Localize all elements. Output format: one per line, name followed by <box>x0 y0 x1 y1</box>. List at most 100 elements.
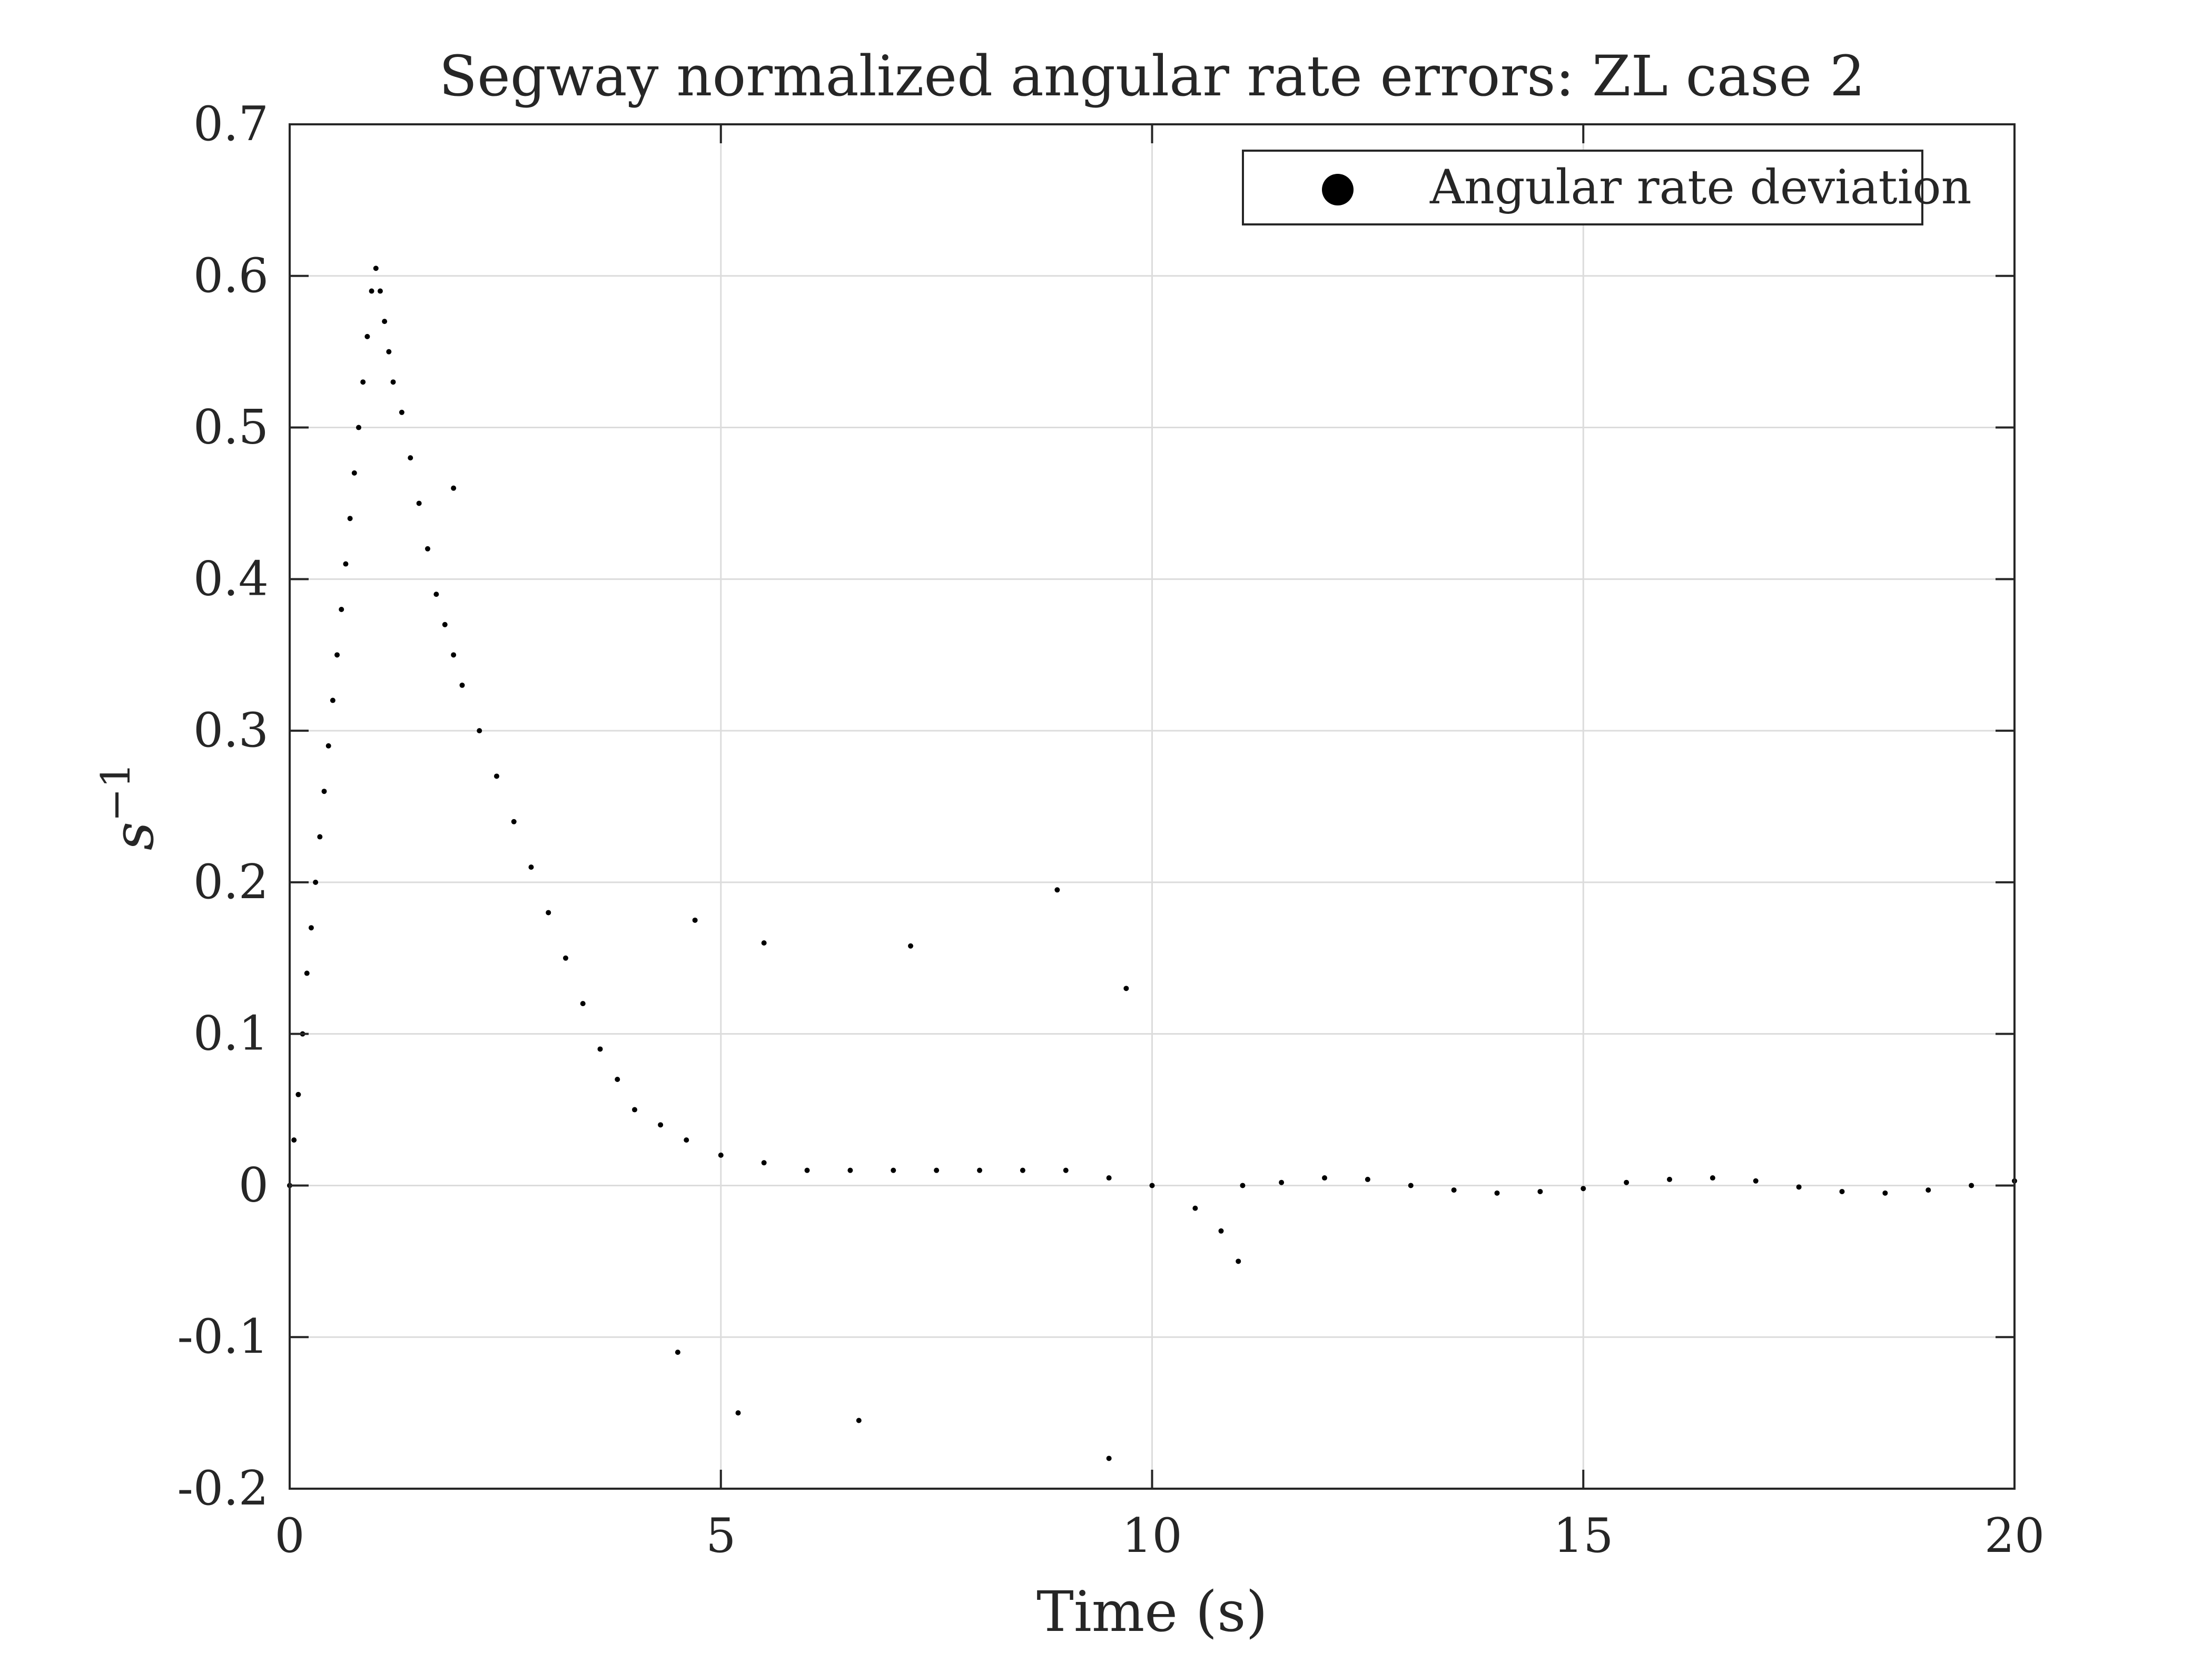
x-tick-label: 15 <box>1553 1508 1614 1563</box>
data-point <box>597 1046 603 1052</box>
data-point <box>442 622 448 627</box>
data-point <box>891 1167 896 1173</box>
y-tick-label: 0.6 <box>193 248 269 303</box>
x-tick-label: 5 <box>706 1508 736 1563</box>
data-point <box>1969 1183 1974 1188</box>
data-point <box>1106 1456 1112 1461</box>
data-point <box>416 500 422 506</box>
data-point <box>1581 1186 1586 1192</box>
x-tick-label: 10 <box>1122 1508 1182 1563</box>
data-point <box>399 409 404 415</box>
y-tick-label: 0 <box>239 1157 269 1213</box>
data-point <box>330 697 335 703</box>
data-point <box>334 652 340 658</box>
data-point <box>1882 1190 1888 1196</box>
data-point <box>1192 1205 1198 1211</box>
chart-title: Segway normalized angular rate errors: Z… <box>439 44 1865 109</box>
data-point <box>735 1410 741 1416</box>
grid-lines <box>290 124 2014 1489</box>
data-point <box>1218 1228 1224 1234</box>
x-tick-labels: 0 5 10 15 20 <box>274 1508 2045 1563</box>
data-point <box>1106 1175 1112 1181</box>
data-point <box>356 425 361 430</box>
data-point <box>1537 1188 1543 1194</box>
data-point <box>718 1152 724 1158</box>
data-point <box>295 1091 301 1097</box>
data-point <box>1408 1183 1414 1188</box>
data-point <box>304 970 310 976</box>
data-point <box>563 955 568 961</box>
data-point <box>1063 1167 1069 1173</box>
data-point <box>761 1160 767 1166</box>
data-point <box>632 1107 637 1113</box>
data-point <box>390 379 396 385</box>
data-point <box>804 1167 810 1173</box>
data-point <box>1054 887 1060 893</box>
data-point <box>511 819 517 824</box>
data-point <box>386 349 392 355</box>
data-point <box>1279 1179 1285 1185</box>
data-point <box>1451 1187 1457 1193</box>
data-point <box>546 910 551 916</box>
data-point <box>494 773 499 779</box>
y-tick-label: 0.4 <box>193 551 269 606</box>
data-point <box>580 1001 586 1007</box>
data-point <box>1667 1176 1672 1182</box>
data-point <box>977 1167 982 1173</box>
data-point <box>382 319 388 324</box>
data-point <box>351 470 357 476</box>
data-point <box>451 485 457 491</box>
data-point <box>360 379 366 385</box>
legend: Angular rate deviation <box>1242 150 1972 225</box>
svg-text:s−1: s−1 <box>92 763 166 850</box>
data-point <box>1236 1258 1241 1264</box>
x-axis-label: Time (s) <box>1036 1579 1268 1644</box>
data-point <box>675 1350 680 1355</box>
data-point <box>291 1137 297 1143</box>
data-point <box>339 606 344 612</box>
data-point <box>692 917 698 923</box>
data-point <box>761 940 767 946</box>
x-tick-label: 0 <box>274 1508 304 1563</box>
data-points <box>287 265 2017 1461</box>
data-point <box>408 455 413 461</box>
data-point <box>934 1167 940 1173</box>
data-point <box>615 1077 620 1082</box>
y-tick-label: 0.2 <box>193 854 269 910</box>
y-axis-label-exponent: −1 <box>92 763 139 822</box>
data-point <box>1624 1179 1630 1185</box>
data-point <box>1123 986 1129 991</box>
data-point <box>1925 1187 1931 1193</box>
data-point <box>1710 1175 1715 1181</box>
data-point <box>1753 1178 1759 1184</box>
data-point <box>325 743 331 749</box>
data-point <box>451 652 457 658</box>
data-point <box>1149 1183 1155 1188</box>
data-point <box>308 925 314 931</box>
data-point <box>908 943 913 949</box>
data-point <box>433 592 439 597</box>
data-point <box>364 333 370 339</box>
y-tick-label: 0.5 <box>193 400 269 455</box>
legend-entry-angular-rate-deviation: Angular rate deviation <box>1429 160 1972 215</box>
y-tick-label: 0.7 <box>193 96 269 152</box>
data-point <box>369 288 374 294</box>
y-tick-label: 0.1 <box>193 1006 269 1061</box>
data-point <box>1494 1190 1500 1196</box>
legend-marker-angular-rate-deviation <box>1322 174 1354 205</box>
data-point <box>425 546 430 552</box>
y-axis-label: s−1 <box>92 763 166 850</box>
data-point <box>347 516 353 522</box>
y-tick-label: -0.2 <box>177 1461 269 1516</box>
data-point <box>1839 1188 1845 1194</box>
data-point <box>684 1137 689 1143</box>
data-point <box>658 1122 664 1128</box>
y-tick-label: -0.1 <box>177 1309 269 1364</box>
data-point <box>313 879 319 885</box>
data-point <box>856 1418 862 1423</box>
data-point <box>1240 1183 1246 1188</box>
data-point <box>1365 1176 1370 1182</box>
data-point <box>847 1167 853 1173</box>
data-point <box>377 288 383 294</box>
